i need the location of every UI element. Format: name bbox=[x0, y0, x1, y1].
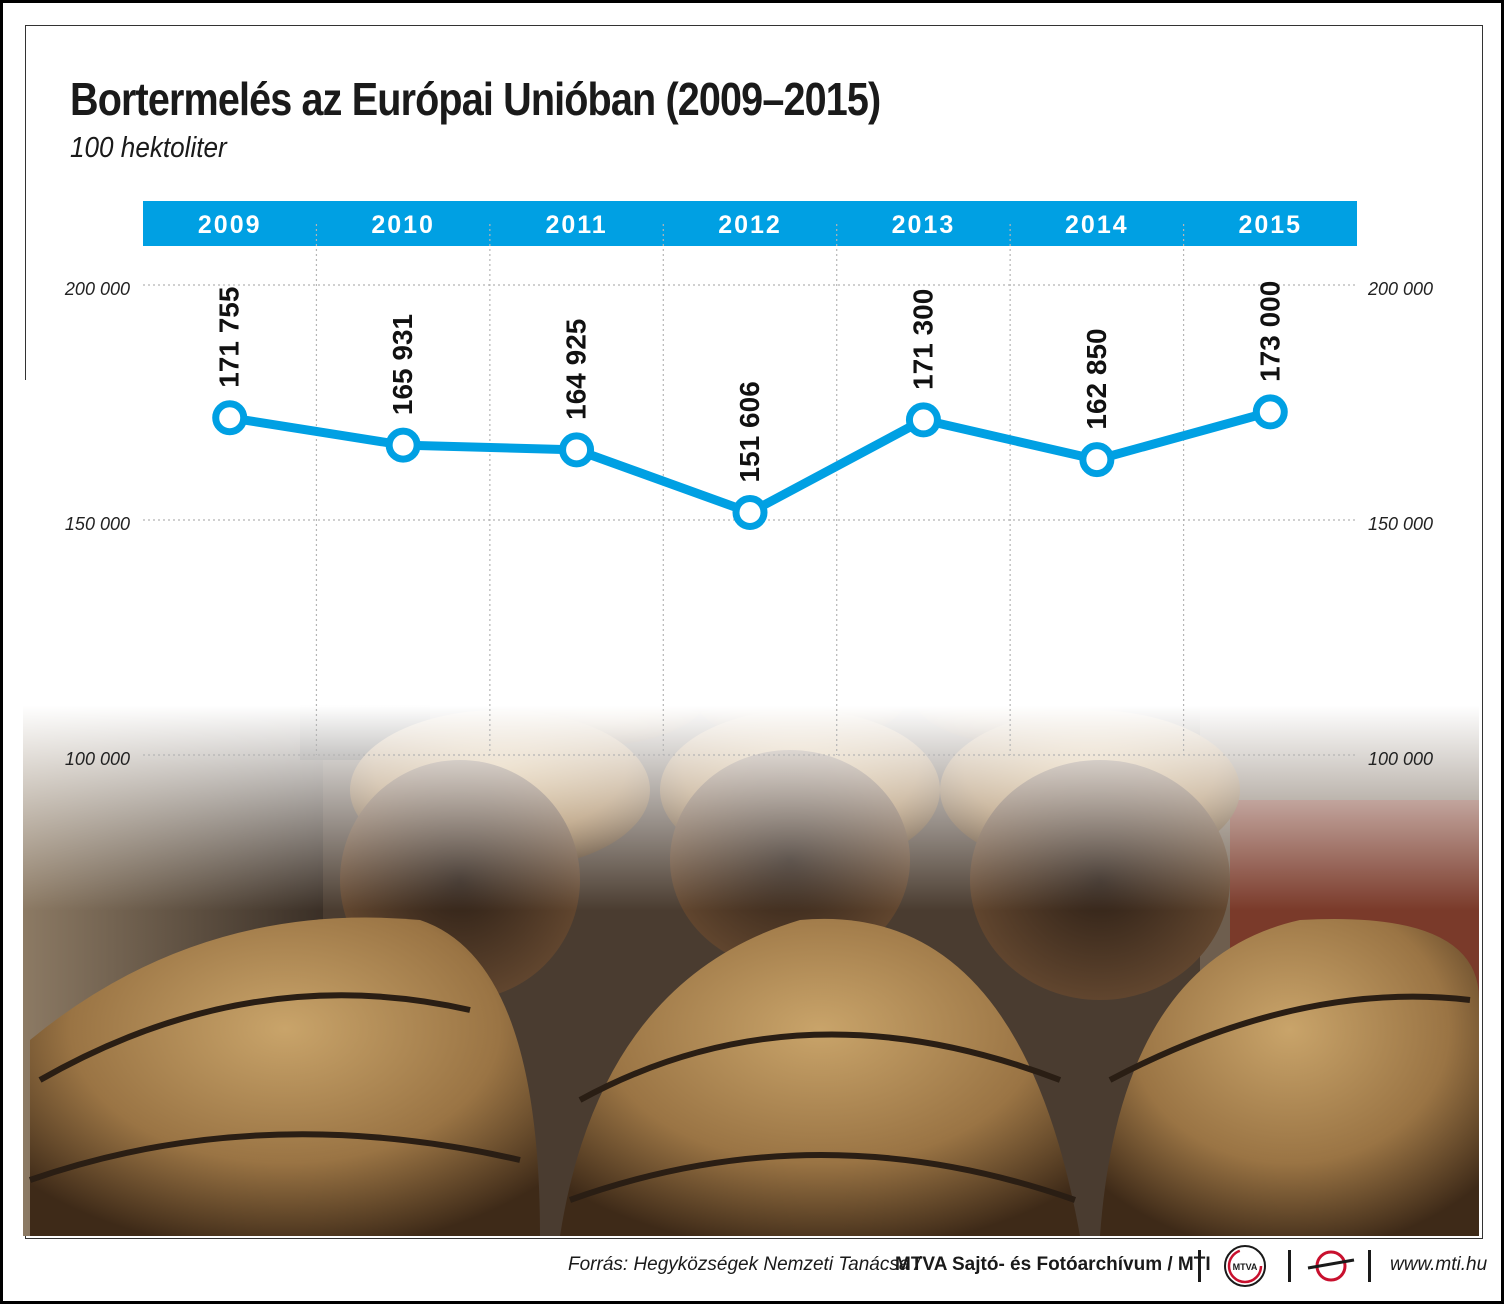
chart-title: Bortermelés az Európai Unióban (2009–201… bbox=[70, 73, 881, 125]
data-label: 171 755 bbox=[214, 287, 245, 388]
data-point bbox=[559, 432, 595, 468]
data-point bbox=[212, 400, 248, 436]
mtva-logo-icon: MTVA bbox=[1224, 1245, 1266, 1287]
data-label: 171 300 bbox=[907, 289, 938, 390]
x-tick-label-year: 2015 bbox=[1238, 211, 1302, 239]
data-label: 165 931 bbox=[387, 314, 418, 415]
mti-logo-icon bbox=[1307, 1250, 1355, 1282]
wine-cellar-photo bbox=[23, 380, 1480, 1236]
separator bbox=[1288, 1250, 1291, 1282]
footer: Forrás: Hegyközségek Nemzeti Tanácsa / M… bbox=[0, 1242, 1504, 1292]
data-label: 162 850 bbox=[1081, 328, 1112, 429]
year-header-band bbox=[143, 201, 1357, 246]
website-link[interactable]: www.mti.hu bbox=[1390, 1254, 1488, 1275]
data-point bbox=[732, 494, 768, 530]
separator bbox=[1198, 1250, 1201, 1282]
data-point bbox=[1252, 394, 1288, 430]
archive-text: MTVA Sajtó- és Fotóarchívum / MTI bbox=[895, 1254, 1211, 1275]
data-point bbox=[905, 402, 941, 438]
data-point bbox=[1079, 442, 1115, 478]
x-tick-label-year: 2013 bbox=[892, 211, 956, 239]
y-tick-label-right: 200 000 bbox=[1367, 279, 1433, 299]
y-tick-label-left: 100 000 bbox=[65, 749, 130, 769]
data-label: 173 000 bbox=[1254, 281, 1285, 382]
data-label: 151 606 bbox=[734, 381, 765, 482]
chart-subtitle: 100 hektoliter bbox=[70, 132, 227, 164]
data-point bbox=[385, 427, 421, 463]
source-text: Forrás: Hegyközségek Nemzeti Tanácsa / bbox=[568, 1254, 921, 1275]
x-tick-label-year: 2014 bbox=[1065, 211, 1129, 239]
y-tick-label-left: 200 000 bbox=[64, 279, 130, 299]
y-tick-label-right: 150 000 bbox=[1368, 514, 1433, 534]
x-tick-label-year: 2009 bbox=[198, 211, 262, 239]
mtva-logo-text: MTVA bbox=[1233, 1262, 1258, 1272]
x-tick-label-year: 2011 bbox=[545, 211, 607, 239]
data-label: 164 925 bbox=[561, 319, 592, 420]
x-tick-label-year: 2010 bbox=[371, 211, 435, 239]
separator bbox=[1368, 1250, 1371, 1282]
y-tick-label-right: 100 000 bbox=[1368, 749, 1433, 769]
y-tick-label-left: 150 000 bbox=[65, 514, 130, 534]
x-tick-label-year: 2012 bbox=[718, 211, 782, 239]
